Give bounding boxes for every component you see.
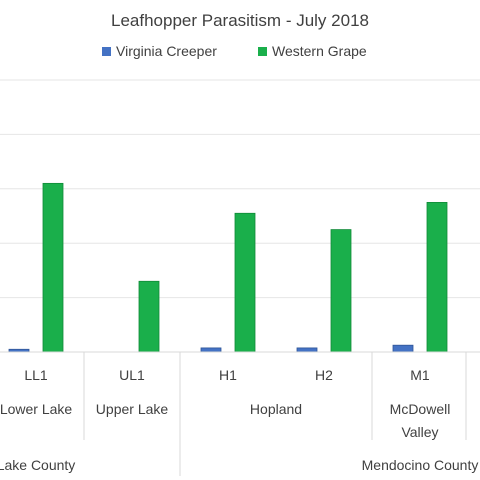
category-label-ul1: UL1 <box>119 367 145 383</box>
bar-virginia-creeper-m1 <box>392 344 414 353</box>
bars <box>8 182 448 353</box>
site-label-valley: Valley <box>401 424 438 440</box>
legend-swatch-western-grape <box>258 47 267 56</box>
legend-label-virginia-creeper: Virginia Creeper <box>116 43 217 59</box>
bar-western-grape-h1 <box>234 212 256 353</box>
site-label-hopland: Hopland <box>250 401 302 417</box>
county-label-mendocino: Mendocino County <box>362 457 479 473</box>
bar-western-grape-m1 <box>426 201 448 353</box>
category-separators <box>83 352 467 476</box>
bar-virginia-creeper-h1 <box>200 347 222 353</box>
category-label-ll1: LL1 <box>24 367 48 383</box>
category-label-h2: H2 <box>315 367 333 383</box>
bar-western-grape-ll1 <box>42 182 64 353</box>
legend: Virginia Creeper Western Grape <box>102 43 367 59</box>
category-label-m1: M1 <box>410 367 430 383</box>
county-label-lake: Lake County <box>0 457 75 473</box>
bar-western-grape-ul1 <box>138 280 160 353</box>
category-label-h1: H1 <box>219 367 237 383</box>
legend-label-western-grape: Western Grape <box>272 43 367 59</box>
bar-virginia-creeper-h2 <box>296 347 318 353</box>
site-label-mcdowell: McDowell <box>390 401 451 417</box>
site-label-upper-lake: Upper Lake <box>96 401 169 417</box>
bar-western-grape-h2 <box>330 229 352 353</box>
site-label-lower-lake: Lower Lake <box>0 401 72 417</box>
legend-swatch-virginia-creeper <box>102 47 111 56</box>
gridlines <box>0 79 480 299</box>
chart-title: Leafhopper Parasitism - July 2018 <box>111 11 369 30</box>
